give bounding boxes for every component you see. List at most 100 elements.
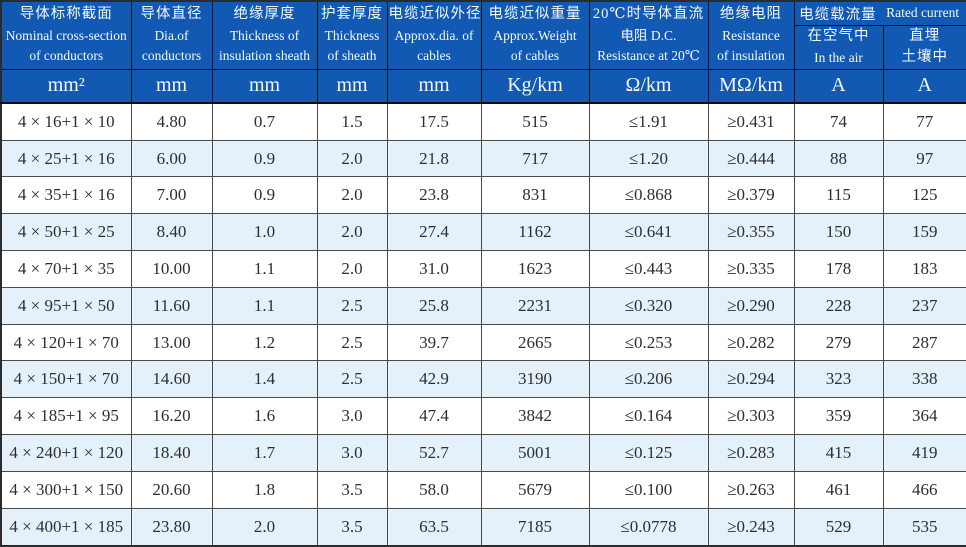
cell-r6-c6: 2231 — [480, 286, 590, 325]
cell-r1-c3: 0.7 — [211, 102, 318, 141]
header-label: Dia.of — [154, 28, 189, 44]
unit-cross-section: mm² — [0, 69, 132, 103]
cell-r12-c5: 63.5 — [386, 507, 482, 547]
cell-r8-c6: 3190 — [480, 360, 590, 399]
cell-r11-c5: 58.0 — [386, 470, 482, 509]
table-row: 4 × 25+1 × 16 6.00 0.9 2.0 21.8 717 ≤1.20 ≥0.44… — [0, 139, 966, 178]
header-row-main: 导体标称截面 Nominal cross-section of conducto… — [0, 0, 966, 70]
unit-approx-dia: mm — [386, 69, 482, 103]
cell-r9-c2: 16.20 — [130, 397, 213, 436]
cell-r7-c1: 4 × 120+1 × 70 — [0, 323, 132, 362]
cell-r1-c2: 4.80 — [130, 102, 213, 141]
cell-r11-c1: 4 × 300+1 × 150 — [0, 470, 132, 509]
cell-r5-c7: ≤0.443 — [588, 250, 709, 288]
cell-r8-c10: 338 — [882, 360, 966, 399]
cell-r8-c7: ≤0.206 — [588, 360, 709, 399]
cell-r1-c7: ≤1.91 — [588, 102, 709, 141]
header-dc-resistance: 20℃时导体直流 电阻 D.C. Resistance at 20℃ — [588, 0, 709, 70]
header-label: insulation sheath — [218, 48, 311, 64]
cell-r12-c6: 7185 — [480, 507, 590, 547]
cell-r10-c1: 4 × 240+1 × 120 — [0, 434, 132, 472]
cell-r7-c2: 13.00 — [130, 323, 213, 362]
header-label: 绝缘电阻 — [720, 6, 782, 23]
table-row: 4 × 185+1 × 95 16.20 1.6 3.0 47.4 3842 ≤0.164 ≥… — [0, 397, 966, 436]
cell-r2-c6: 717 — [480, 139, 590, 178]
header-insulation-thickness: 绝缘厚度 Thickness of insulation sheath — [211, 0, 318, 70]
header-label: 电缆载流量 — [799, 6, 877, 23]
cell-r9-c3: 1.6 — [211, 397, 318, 436]
header-label: Approx.dia. of — [394, 28, 474, 44]
cell-r7-c9: 279 — [793, 323, 884, 362]
unit-dc-resistance: Ω/km — [588, 69, 709, 103]
cell-r12-c10: 535 — [882, 507, 966, 547]
cell-r11-c4: 3.5 — [316, 470, 388, 509]
header-rated-current-group: 电缆载流量 Rated current — [793, 0, 966, 26]
header-label: Approx.Weight — [493, 28, 577, 44]
cell-r9-c6: 3842 — [480, 397, 590, 436]
header-label: 土壤中 — [901, 49, 948, 66]
cell-r8-c8: ≥0.294 — [707, 360, 795, 399]
table-body: 4 × 16+1 × 10 4.80 0.7 1.5 17.5 515 ≤1.91 ≥0.43… — [0, 102, 966, 547]
cell-r5-c4: 2.0 — [316, 250, 388, 288]
header-insulation-resistance: 绝缘电阻 Resistance of insulation — [707, 0, 795, 70]
cell-r4-c7: ≤0.641 — [588, 213, 709, 252]
cell-r10-c5: 52.7 — [386, 434, 482, 472]
cell-r3-c3: 0.9 — [211, 176, 318, 215]
cell-r9-c5: 47.4 — [386, 397, 482, 436]
cell-r7-c5: 39.7 — [386, 323, 482, 362]
table-row: 4 × 35+1 × 16 7.00 0.9 2.0 23.8 831 ≤0.868 ≥0.3… — [0, 176, 966, 215]
cell-r4-c2: 8.40 — [130, 213, 213, 252]
header-label: conductors — [141, 48, 202, 64]
cell-r6-c4: 2.5 — [316, 286, 388, 325]
cell-r4-c9: 150 — [793, 213, 884, 252]
cell-r6-c8: ≥0.290 — [707, 286, 795, 325]
cell-r3-c9: 115 — [793, 176, 884, 215]
cell-r2-c4: 2.0 — [316, 139, 388, 178]
unit-diameter: mm — [130, 69, 213, 103]
cell-r9-c9: 359 — [793, 397, 884, 436]
cell-r1-c1: 4 × 16+1 × 10 — [0, 102, 132, 141]
cell-r6-c1: 4 × 95+1 × 50 — [0, 286, 132, 325]
header-label: of insulation — [717, 48, 785, 64]
cell-r3-c1: 4 × 35+1 × 16 — [0, 176, 132, 215]
header-label: 在空气中 — [807, 28, 870, 45]
unit-insulation-resistance: MΩ/km — [707, 69, 795, 103]
cell-r4-c4: 2.0 — [316, 213, 388, 252]
header-label: Resistance — [722, 28, 780, 44]
cell-r8-c9: 323 — [793, 360, 884, 399]
cell-r5-c6: 1623 — [480, 250, 590, 288]
cell-r11-c2: 20.60 — [130, 470, 213, 509]
header-label: 直埋 — [909, 27, 941, 44]
cell-r11-c10: 466 — [882, 470, 966, 509]
cell-r7-c3: 1.2 — [211, 323, 318, 362]
cell-r12-c2: 23.80 — [130, 507, 213, 547]
cell-r6-c7: ≤0.320 — [588, 286, 709, 325]
cell-r10-c10: 419 — [882, 434, 966, 472]
cell-r5-c2: 10.00 — [130, 250, 213, 288]
header-label: 绝缘厚度 — [233, 6, 296, 23]
cell-r12-c1: 4 × 400+1 × 185 — [0, 507, 132, 547]
unit-sheath: mm — [316, 69, 388, 103]
cell-r8-c4: 2.5 — [316, 360, 388, 399]
cell-r9-c10: 364 — [882, 397, 966, 436]
cell-r11-c6: 5679 — [480, 470, 590, 509]
header-row-units: mm² mm mm mm mm Kg/km Ω/km MΩ/km A A — [0, 69, 966, 103]
cell-r3-c4: 2.0 — [316, 176, 388, 215]
table-row: 4 × 120+1 × 70 13.00 1.2 2.5 39.7 2665 ≤0.253 ≥… — [0, 323, 966, 362]
cell-r5-c5: 31.0 — [386, 250, 482, 288]
header-sheath-thickness: 护套厚度 Thickness of sheath — [316, 0, 388, 70]
cell-r2-c3: 0.9 — [211, 139, 318, 178]
cell-r8-c5: 42.9 — [386, 360, 482, 399]
header-label: cables — [417, 48, 451, 64]
cell-r8-c1: 4 × 150+1 × 70 — [0, 360, 132, 399]
cell-r3-c5: 23.8 — [386, 176, 482, 215]
cell-r7-c7: ≤0.253 — [588, 323, 709, 362]
cell-r3-c6: 831 — [480, 176, 590, 215]
cell-r1-c5: 17.5 — [386, 102, 482, 141]
header-label: of conductors — [29, 48, 104, 64]
cell-r4-c8: ≥0.355 — [707, 213, 795, 252]
cell-r5-c9: 178 — [793, 250, 884, 288]
rated-current-group-title: 电缆载流量 Rated current — [796, 3, 966, 24]
cell-r6-c5: 25.8 — [386, 286, 482, 325]
